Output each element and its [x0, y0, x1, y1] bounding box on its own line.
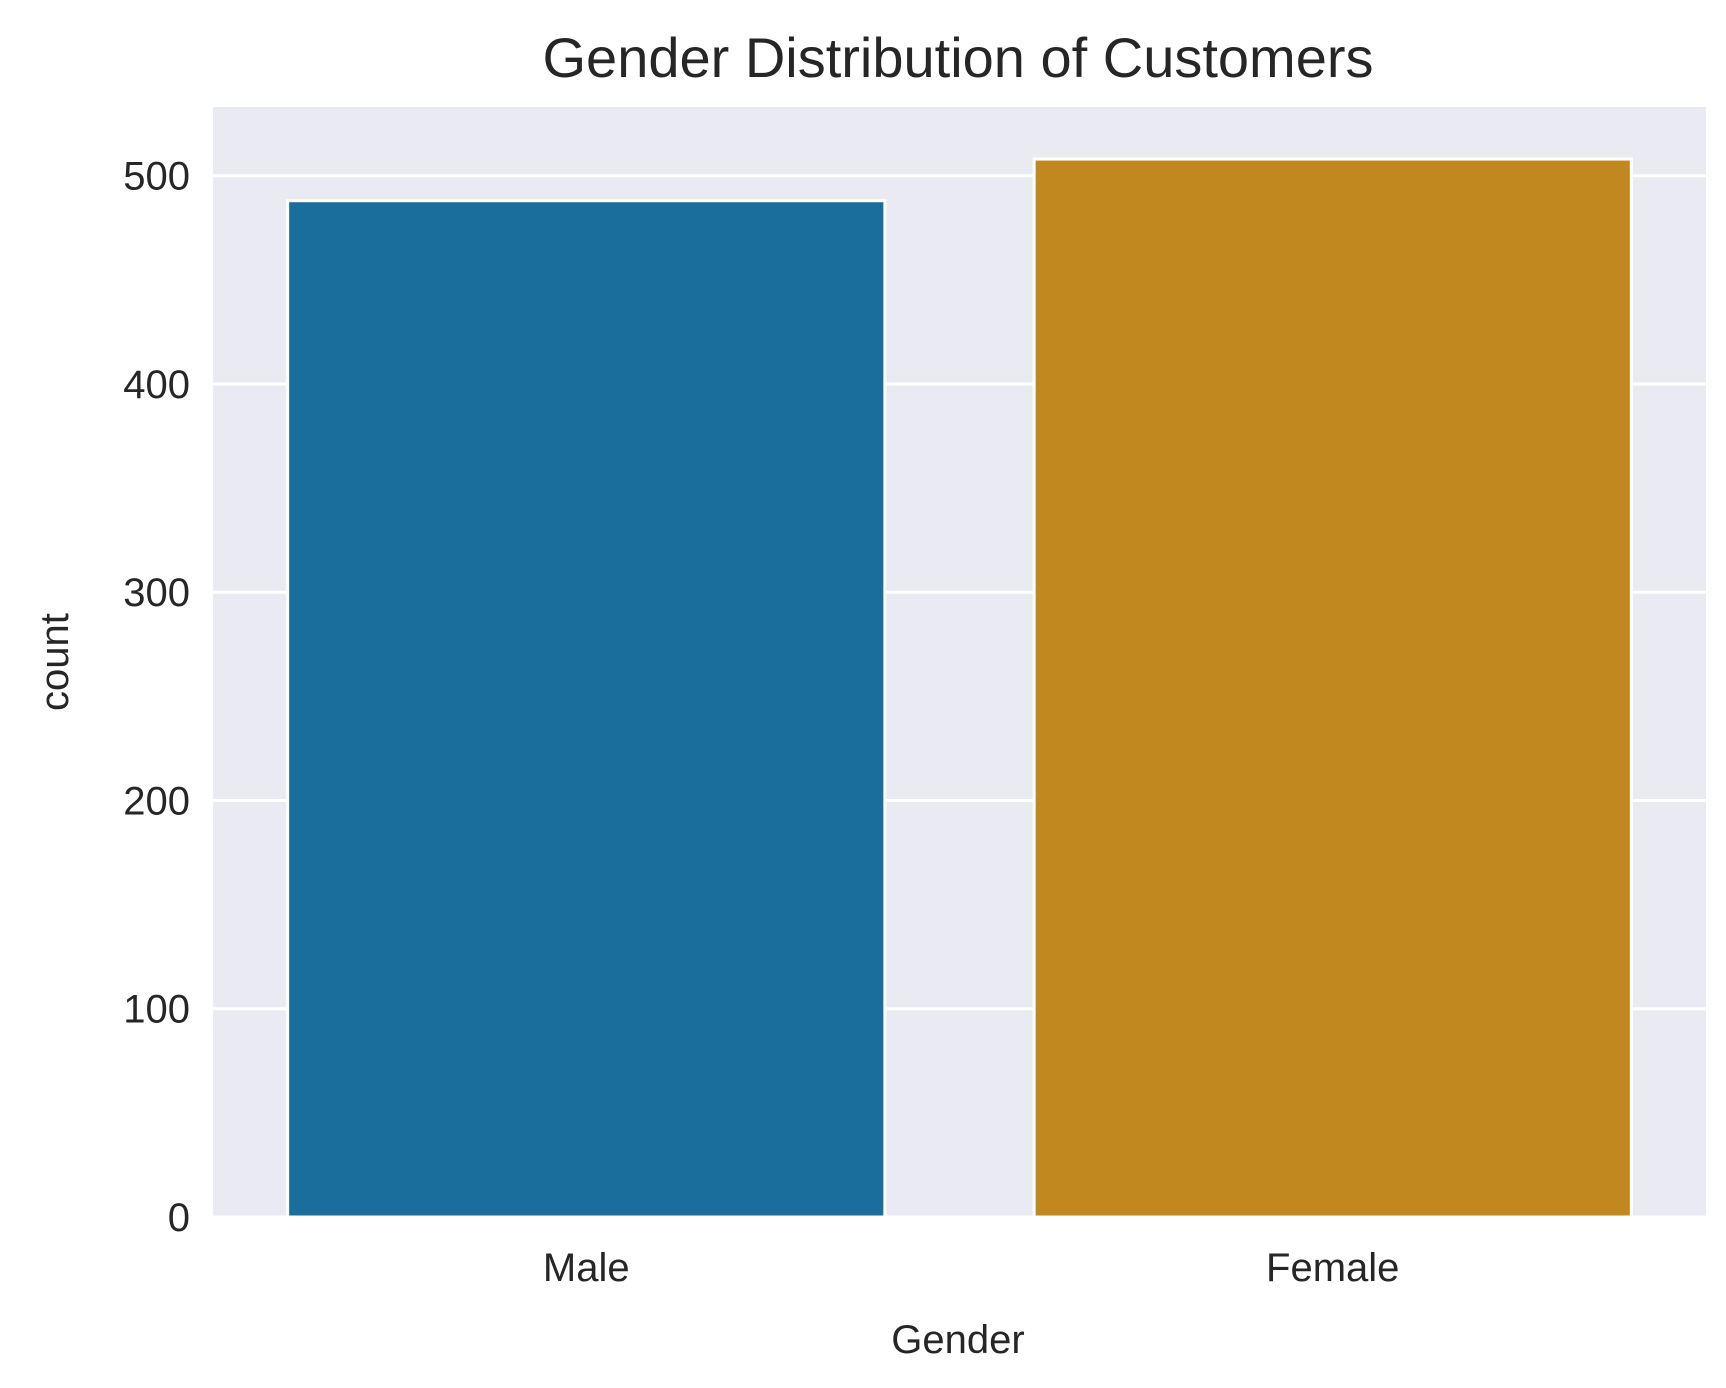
chart-title: Gender Distribution of Customers — [542, 26, 1373, 89]
y-tick-label: 100 — [123, 988, 190, 1032]
x-tick-label: Male — [543, 1246, 630, 1290]
y-tick-label: 300 — [123, 571, 190, 615]
y-axis-ticks: 0 100 200 300 400 500 — [123, 155, 190, 1240]
x-tick-label: Female — [1266, 1246, 1399, 1290]
bars — [286, 157, 1633, 1219]
x-axis-label: Gender — [891, 1318, 1024, 1362]
y-axis-label: count — [33, 613, 77, 711]
y-tick-label: 0 — [168, 1196, 190, 1240]
y-tick-label: 200 — [123, 779, 190, 823]
y-tick-label: 500 — [123, 155, 190, 199]
bar-female — [1032, 157, 1633, 1219]
bar-male — [286, 199, 887, 1219]
y-tick-label: 400 — [123, 363, 190, 407]
x-axis-ticks: Male Female — [543, 1246, 1400, 1290]
